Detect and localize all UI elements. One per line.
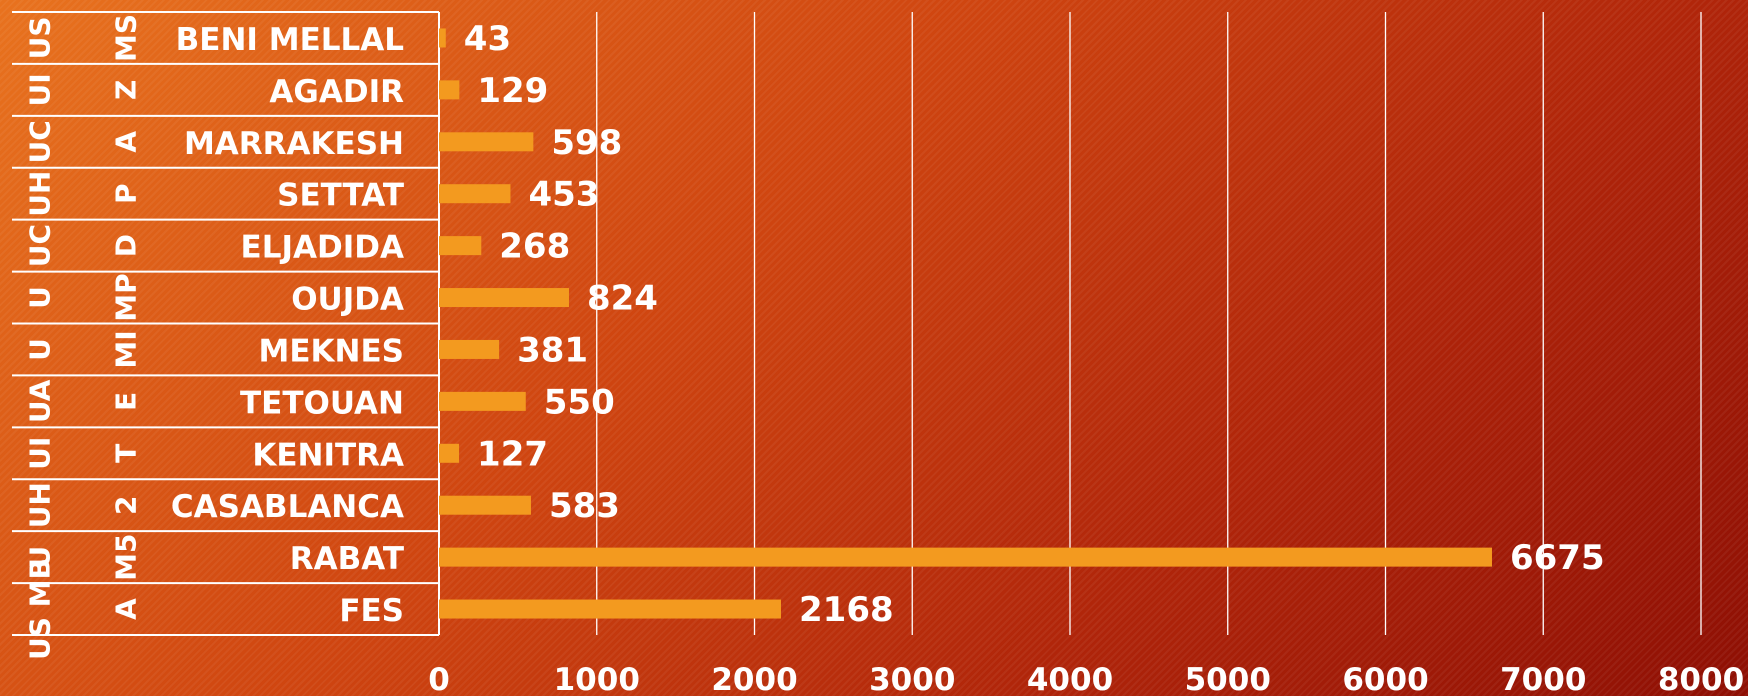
bar [439,599,782,619]
data-label: 268 [499,227,570,267]
bar [439,184,511,204]
x-tick-label: 3000 [869,662,955,696]
bar [439,236,482,256]
group-label: P [110,183,143,204]
group-label: UH [24,171,57,217]
group-label: A [110,131,143,153]
data-label: 550 [544,382,615,422]
group-label: E [110,392,143,411]
category-label: BENI MELLAL [176,22,404,58]
bar [439,495,531,515]
category-label: MARRAKESH [184,126,404,162]
data-label: 43 [464,19,511,59]
data-label: 453 [528,175,599,215]
x-tick-label: 6000 [1342,662,1428,696]
group-label: M5 [110,533,143,580]
data-label: 824 [587,279,658,319]
data-label: 129 [477,71,548,111]
group-label: D [110,234,143,257]
grid-lines [596,12,1702,635]
category-label: MEKNES [259,333,405,369]
group-label: UA [24,379,57,423]
group-label: UC [24,120,57,163]
group-label: A [110,598,143,620]
group-label: U [24,338,57,361]
category-label: TETOUAN [240,385,404,421]
x-tick-label: 5000 [1185,662,1271,696]
group-label: US MB [24,558,57,660]
group-label: MI [110,330,143,368]
group-label: U [24,286,57,309]
bar [439,443,460,463]
category-label: ELJADIDA [241,230,404,266]
category-label: SETTAT [277,178,404,214]
x-tick-label: 1000 [554,662,640,696]
group-label: UI [24,73,57,106]
category-label: FES [339,593,404,629]
data-label: 381 [517,330,588,370]
x-tick-label: 4000 [1027,662,1113,696]
x-tick-label: 7000 [1500,662,1586,696]
group-label: US [24,17,57,60]
group-label: Z [110,80,143,100]
bar [439,80,460,100]
category-labels: BENI MELLAL AGADIR MARRAKESH SETTAT ELJADIDA… [171,22,404,629]
group-labels: US MS UI Z UC A UH P UC D U MP U MI UA E UI T UH 2 U M5 US MB A [24,14,143,660]
x-axis-ticks: 0 1000 2000 3000 4000 5000 6000 7000 8000 [428,662,1744,696]
data-label: 598 [551,123,622,163]
group-label: UI [24,437,57,470]
bar [439,132,534,152]
category-label: CASABLANCA [171,489,404,525]
category-label: AGADIR [269,74,404,110]
bars [439,28,1492,619]
data-label: 583 [549,486,620,526]
category-table [12,11,440,636]
group-label: UH [24,482,57,528]
category-label: OUJDA [291,282,404,318]
bar [439,288,569,308]
group-label: 2 [110,495,143,514]
group-label: UC [24,224,57,267]
group-label: MP [110,273,143,321]
bar [439,339,500,359]
x-tick-label: 0 [428,662,450,696]
group-label: T [110,444,143,463]
bar [439,28,446,48]
group-label: U [24,546,57,569]
data-label: 6675 [1510,538,1605,578]
x-tick-label: 8000 [1658,662,1744,696]
category-label: RABAT [290,541,404,577]
category-label: KENITRA [252,437,404,473]
bar [439,547,1492,567]
data-label: 127 [477,434,548,474]
x-tick-label: 2000 [711,662,797,696]
bar [439,391,526,411]
data-label: 2168 [799,590,894,630]
group-label: MS [110,14,143,62]
